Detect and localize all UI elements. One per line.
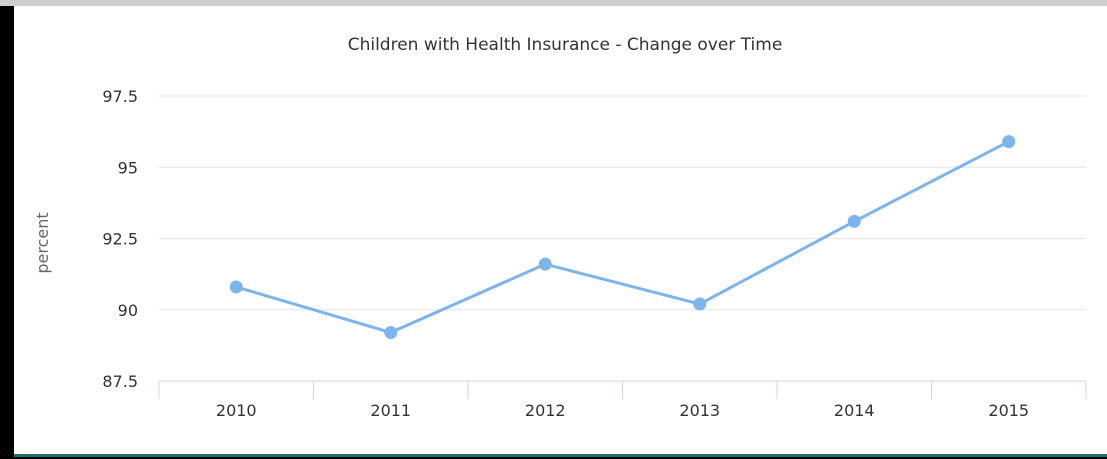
grid-lines (159, 95, 1086, 311)
y-axis-label: percent (33, 212, 52, 273)
y-tick-label: 95 (118, 158, 138, 177)
series-lines (234, 140, 1011, 335)
chart-title: Children with Health Insurance - Change … (348, 35, 783, 55)
data-point (693, 297, 707, 311)
y-tick-label: 87.5 (102, 372, 138, 391)
x-axis (158, 380, 1087, 399)
x-tick-label: 2013 (679, 401, 720, 420)
x-axis-ticks: 2010 2011 2012 2013 2014 2015 (216, 401, 1029, 420)
x-tick-label: 2011 (370, 401, 411, 420)
series-points (229, 135, 1016, 340)
top-strip (0, 0, 1107, 6)
series-line (234, 140, 1011, 335)
x-tick-label: 2010 (216, 401, 257, 420)
data-point (847, 214, 861, 228)
line-chart: Children with Health Insurance - Change … (33, 35, 1087, 420)
data-point (229, 280, 243, 294)
bottom-accent-line (14, 454, 1107, 457)
y-axis-ticks: 87.5 90 92.5 95 97.5 (102, 87, 138, 391)
data-point (1002, 135, 1016, 149)
y-tick-label: 92.5 (102, 230, 138, 249)
x-tick-label: 2015 (988, 401, 1029, 420)
y-tick-label: 90 (118, 301, 138, 320)
data-point (538, 257, 552, 271)
chart-panel: Children with Health Insurance - Change … (14, 6, 1107, 454)
y-tick-label: 97.5 (102, 87, 138, 106)
data-point (384, 326, 398, 340)
x-tick-label: 2012 (525, 401, 566, 420)
x-tick-label: 2014 (834, 401, 875, 420)
